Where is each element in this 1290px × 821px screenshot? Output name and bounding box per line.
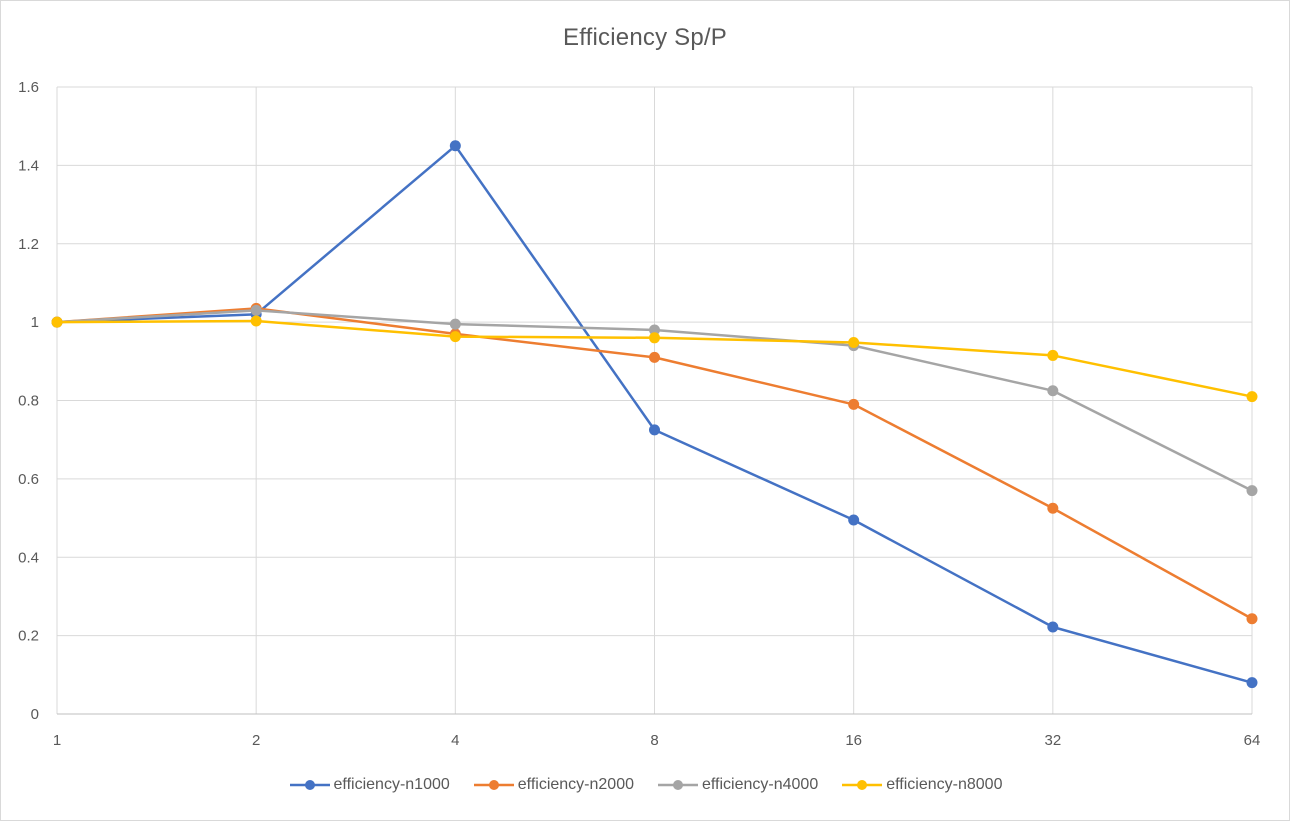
- legend-label-series-4: efficiency-n8000: [886, 776, 1003, 793]
- y-tick-label: 1: [31, 314, 39, 331]
- data-point-series-3: [1047, 385, 1059, 397]
- data-point-series-1: [1246, 677, 1258, 689]
- data-point-series-4: [649, 332, 660, 344]
- legend-label-series-2: efficiency-n2000: [517, 776, 634, 793]
- x-tick-label: 4: [451, 732, 459, 749]
- data-point-series-4: [1246, 391, 1258, 403]
- data-point-series-2: [649, 351, 660, 363]
- data-point-series-4: [51, 316, 63, 328]
- data-point-series-4: [250, 315, 262, 327]
- legend-item: efficiency-n1000: [288, 776, 450, 794]
- y-tick-label: 1.6: [18, 79, 39, 96]
- legend-item: efficiency-n4000: [656, 776, 818, 794]
- y-tick-label: 0.2: [18, 628, 39, 645]
- data-point-series-4: [848, 337, 860, 349]
- data-point-series-1: [449, 140, 461, 152]
- data-point-series-2: [1246, 613, 1258, 625]
- data-point-series-1: [1047, 621, 1059, 633]
- x-tick-label: 1: [53, 732, 61, 749]
- y-tick-label: 0.6: [18, 471, 39, 488]
- legend-marker-series-4: [842, 780, 883, 790]
- chart-title: Efficiency Sp/P: [563, 24, 727, 51]
- legend-marker-series-2: [473, 780, 514, 790]
- data-point-series-4: [1047, 349, 1059, 361]
- x-tick-label: 64: [1244, 732, 1261, 749]
- y-tick-label: 1.2: [18, 236, 39, 253]
- data-point-series-3: [449, 318, 461, 330]
- legend-label-series-1: efficiency-n1000: [333, 776, 450, 793]
- legend-item: efficiency-n2000: [472, 776, 634, 794]
- data-point-series-4: [449, 331, 461, 343]
- y-tick-label: 0.4: [18, 549, 39, 566]
- x-tick-label: 8: [650, 732, 658, 749]
- legend-marker-series-1: [289, 780, 330, 790]
- legend-item: efficiency-n8000: [840, 776, 1002, 794]
- x-tick-label: 16: [845, 732, 862, 749]
- legend: efficiency-n1000 efficiency-n2000 effici…: [0, 770, 1290, 800]
- data-point-series-2: [1047, 502, 1059, 514]
- y-tick-label: 0.8: [18, 393, 39, 410]
- data-point-series-3: [250, 304, 262, 316]
- legend-marker-series-3: [658, 780, 698, 790]
- data-point-series-3: [1246, 485, 1258, 497]
- x-tick-label: 32: [1044, 732, 1061, 749]
- data-point-series-1: [848, 514, 860, 526]
- data-point-series-1: [649, 424, 660, 436]
- data-point-series-3: [649, 324, 660, 336]
- y-tick-label: 1.4: [18, 157, 39, 174]
- y-tick-label: 0: [31, 706, 39, 723]
- legend-label-series-3: efficiency-n4000: [702, 776, 819, 793]
- x-tick-label: 2: [252, 732, 260, 749]
- data-point-series-2: [848, 398, 860, 410]
